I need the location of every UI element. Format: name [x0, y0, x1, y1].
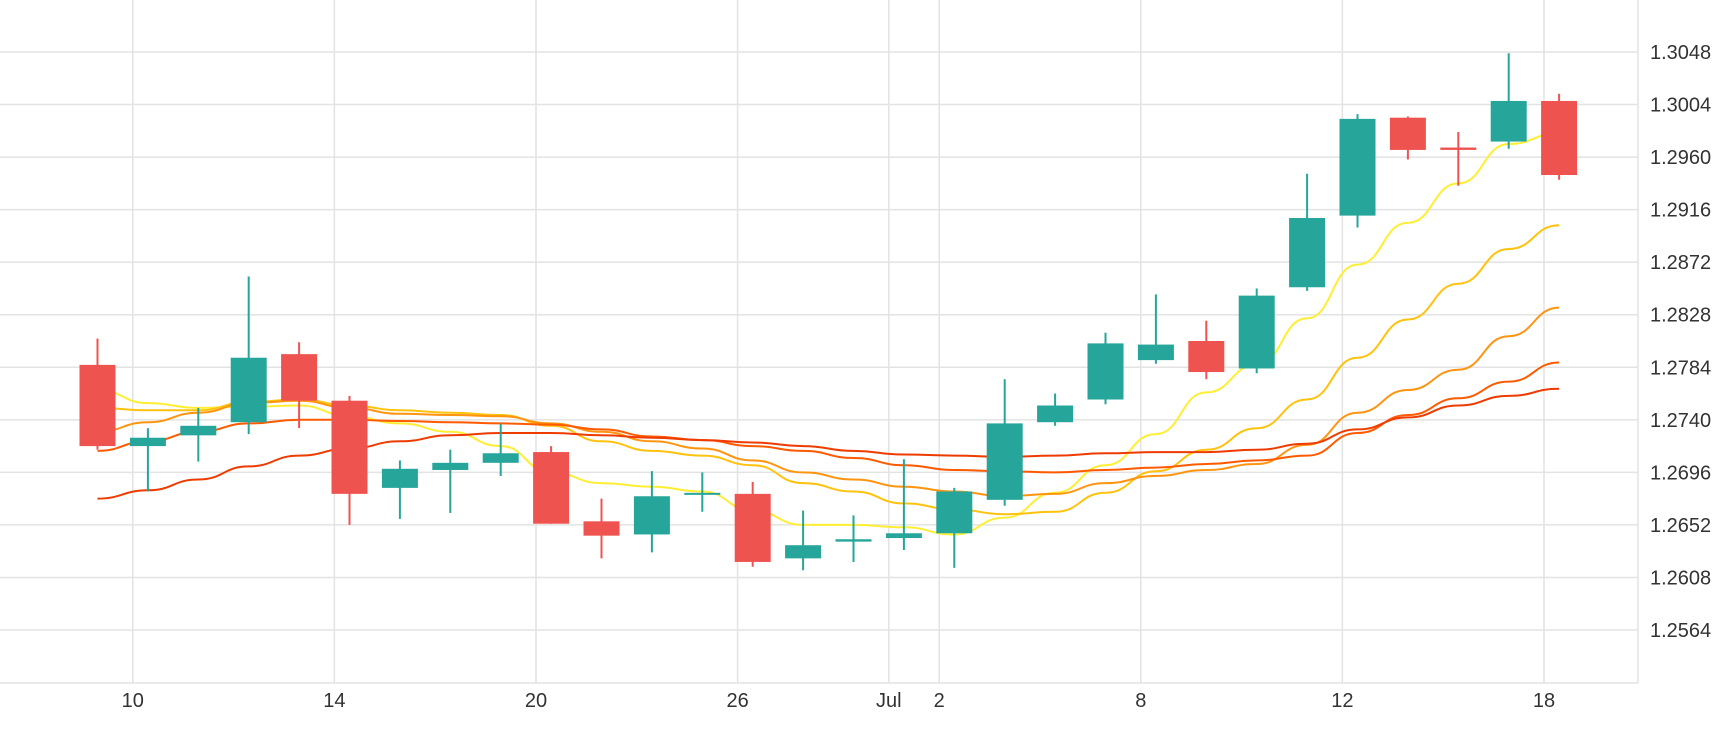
- candle: [583, 498, 620, 559]
- candle: [230, 276, 267, 435]
- candle: [381, 460, 418, 519]
- y-tick-label: 1.2740: [1650, 410, 1711, 432]
- y-tick-label: 1.3004: [1650, 95, 1711, 117]
- candle-body: [230, 357, 267, 423]
- candle: [1037, 393, 1074, 426]
- candles: [79, 53, 1578, 571]
- candle: [684, 472, 721, 512]
- candle-body: [835, 539, 872, 542]
- y-tick-label: 1.2960: [1650, 147, 1711, 169]
- candle: [180, 407, 217, 462]
- x-tick-label: 10: [122, 690, 144, 712]
- candle-body: [1188, 341, 1225, 373]
- candle-body: [79, 364, 116, 447]
- candle: [1389, 116, 1426, 160]
- candle: [1339, 114, 1376, 228]
- candle-body: [684, 492, 721, 495]
- candle: [835, 515, 872, 562]
- candle-body: [1087, 343, 1124, 400]
- candle: [1440, 132, 1477, 186]
- candle-body: [381, 468, 418, 488]
- candle: [482, 423, 519, 476]
- candle-body: [533, 452, 570, 524]
- candle: [734, 481, 771, 567]
- x-tick-label: 20: [525, 690, 547, 712]
- overlay-line: [97, 306, 1560, 498]
- gridlines: [0, 0, 1639, 684]
- candle-body: [1037, 405, 1074, 423]
- candle: [633, 471, 670, 553]
- candle-body: [331, 400, 368, 494]
- candle: [1188, 320, 1225, 380]
- candle: [1238, 288, 1275, 374]
- y-tick-label: 1.2564: [1650, 620, 1711, 642]
- candle: [936, 487, 973, 568]
- candle-body: [583, 521, 620, 536]
- candle-body: [129, 437, 166, 447]
- x-tick-label: 14: [323, 690, 345, 712]
- candle-body: [1490, 100, 1527, 142]
- x-tick-label: 18: [1533, 690, 1555, 712]
- candle: [281, 342, 318, 429]
- candle-body: [885, 533, 922, 539]
- candle: [331, 395, 368, 525]
- candle-body: [1389, 117, 1426, 150]
- candle: [986, 379, 1023, 506]
- candle-body: [180, 425, 217, 436]
- candle-body: [936, 491, 973, 534]
- candle: [1490, 53, 1527, 149]
- candle-body: [785, 545, 822, 559]
- candle-body: [1238, 295, 1275, 369]
- candle: [129, 428, 166, 492]
- candle: [785, 510, 822, 571]
- candle-body: [734, 493, 771, 562]
- candle-body: [1440, 147, 1477, 150]
- candle-body: [482, 453, 519, 463]
- y-tick-label: 1.2652: [1650, 515, 1711, 537]
- candle: [1087, 332, 1124, 405]
- x-tick-label: 12: [1331, 690, 1353, 712]
- y-tick-label: 1.2784: [1650, 357, 1711, 379]
- y-tick-label: 1.2916: [1650, 200, 1711, 222]
- candle-body: [1289, 217, 1326, 288]
- candle-body: [281, 354, 318, 401]
- y-tick-label: 1.2828: [1650, 305, 1711, 327]
- y-tick-label: 1.3048: [1650, 42, 1711, 64]
- candle-body: [1137, 344, 1174, 361]
- candle: [1541, 93, 1578, 180]
- x-tick-label: 26: [726, 690, 748, 712]
- candle-body: [1541, 100, 1578, 176]
- y-tick-label: 1.2608: [1650, 567, 1711, 589]
- axes: 1.3048 1.3004 1.2960 1.2916 1.2872 1.2828 1.27…: [122, 42, 1712, 712]
- candle-body: [432, 462, 469, 470]
- x-tick-label: Jul: [876, 690, 902, 712]
- candle-body: [986, 423, 1023, 500]
- y-tick-label: 1.2872: [1650, 252, 1711, 274]
- candle: [432, 449, 469, 513]
- x-tick-label: 8: [1135, 690, 1146, 712]
- x-tick-label: 2: [934, 690, 945, 712]
- overlay-line: [97, 387, 1560, 500]
- candle-body: [1339, 118, 1376, 216]
- candle: [885, 459, 922, 550]
- candle: [1137, 294, 1174, 364]
- candle-body: [633, 496, 670, 535]
- candle: [533, 446, 570, 524]
- y-tick-label: 1.2696: [1650, 462, 1711, 484]
- candle: [79, 338, 116, 450]
- candle: [1289, 173, 1326, 291]
